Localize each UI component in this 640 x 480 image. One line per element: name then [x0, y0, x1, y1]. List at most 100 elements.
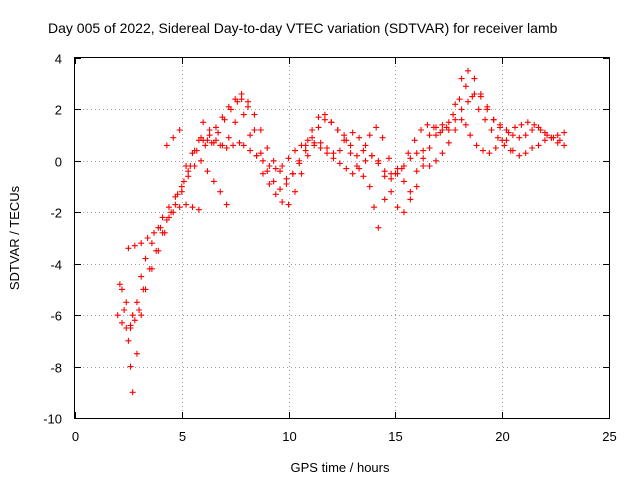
data-point-track-1	[133, 299, 140, 306]
data-point-track-2	[554, 139, 561, 146]
data-points	[114, 67, 568, 396]
data-point-track-6	[334, 127, 341, 133]
data-point-track-1	[129, 312, 136, 319]
y-tick-label: -10	[43, 412, 62, 427]
data-point-track-5	[381, 173, 388, 180]
data-point-track-5	[362, 142, 369, 149]
data-point-track-2	[138, 312, 145, 319]
x-tick-label: 25	[602, 429, 616, 444]
data-point-track-6	[289, 170, 296, 177]
data-point-track-6	[392, 170, 399, 177]
x-tick-label: 0	[72, 429, 79, 444]
data-point-track-2	[264, 145, 271, 151]
data-point-track-3	[223, 201, 230, 208]
data-point-track-5	[503, 137, 510, 144]
data-point-track-2	[245, 98, 252, 105]
data-point-track-2	[125, 337, 132, 344]
data-point-track-1	[486, 150, 493, 157]
data-point-track-5	[195, 137, 202, 144]
data-point-track-2	[212, 124, 219, 131]
data-point-track-1	[518, 121, 525, 128]
data-point-track-5	[343, 137, 350, 144]
data-point-track-4	[176, 204, 183, 211]
x-tick-label: 5	[179, 429, 186, 444]
data-point-track-5	[554, 132, 561, 139]
data-point-track-5	[170, 134, 177, 141]
data-point-track-2	[420, 163, 427, 169]
data-point-track-3	[185, 173, 192, 180]
data-point-track-1	[467, 132, 474, 139]
y-tick-label: 0	[55, 155, 62, 170]
axis-ticks: 0 5 10 15 20 25 -10 -8 -6 -4 -2 0 2 4	[43, 52, 617, 445]
data-point-track-1	[148, 240, 155, 247]
data-point-track-5	[279, 199, 286, 205]
data-point-track-5	[407, 188, 414, 195]
data-point-track-6	[206, 127, 213, 133]
data-point-track-1	[159, 214, 166, 221]
data-point-track-5	[439, 121, 446, 128]
data-point-track-5	[247, 132, 254, 139]
data-point-track-2	[315, 124, 322, 131]
data-point-track-6	[501, 142, 508, 149]
data-point-track-2	[522, 132, 529, 139]
data-point-track-2	[516, 134, 523, 141]
data-point-track-1	[324, 150, 331, 157]
data-point-track-6	[405, 150, 412, 157]
data-point-track-1	[413, 150, 420, 157]
data-point-track-2	[561, 142, 568, 149]
data-point-track-1	[349, 170, 356, 177]
data-point-track-6	[385, 155, 392, 162]
data-point-track-4	[138, 240, 145, 247]
data-point-track-6	[469, 93, 476, 100]
data-point-track-5	[368, 152, 375, 159]
data-point-track-2	[426, 145, 433, 151]
data-point-track-3	[136, 307, 143, 313]
data-point-track-5	[285, 201, 292, 208]
data-point-track-1	[458, 116, 465, 123]
data-point-track-1	[362, 157, 369, 164]
data-point-track-1	[138, 273, 145, 280]
data-point-track-6	[373, 124, 380, 131]
data-point-track-4	[189, 204, 196, 211]
data-point-track-5	[375, 160, 382, 167]
data-point-track-1	[123, 299, 130, 306]
data-point-track-1	[247, 147, 254, 154]
data-point-track-1	[230, 142, 237, 149]
data-point-track-6	[411, 137, 418, 144]
data-point-track-4	[195, 206, 202, 213]
y-axis-label: SDTVAR / TECUs	[7, 185, 22, 290]
data-point-track-1	[292, 147, 299, 154]
data-point-track-5	[266, 181, 273, 187]
data-point-track-5	[522, 150, 529, 157]
data-point-track-1	[524, 119, 531, 126]
data-point-track-5	[253, 152, 260, 159]
data-point-track-1	[272, 165, 279, 172]
data-point-track-5	[490, 116, 497, 123]
data-point-track-1	[381, 168, 388, 175]
data-point-track-1	[279, 163, 286, 169]
data-point-track-2	[121, 307, 128, 313]
data-point-track-6	[456, 96, 463, 103]
data-point-track-1	[432, 157, 439, 164]
data-point-track-5	[426, 132, 433, 139]
chart-title: Day 005 of 2022, Sidereal Day-to-day VTE…	[48, 20, 558, 36]
data-point-track-5	[163, 142, 170, 149]
data-point-track-6	[315, 114, 322, 121]
x-tick-label: 10	[282, 429, 296, 444]
x-tick-label: 20	[495, 429, 509, 444]
data-point-track-4	[157, 224, 164, 231]
data-point-track-5	[221, 116, 228, 123]
plot-frame	[74, 57, 610, 419]
data-point-track-3	[127, 322, 134, 329]
data-point-track-4	[144, 235, 151, 241]
data-point-track-5	[240, 111, 247, 118]
y-tick-label: -8	[50, 361, 62, 376]
data-point-track-2	[127, 363, 134, 370]
data-point-track-6	[430, 124, 437, 131]
data-point-track-5	[561, 129, 568, 136]
data-point-track-2	[471, 75, 478, 82]
data-point-track-6	[277, 186, 284, 193]
data-point-track-6	[200, 119, 207, 126]
data-point-track-2	[238, 91, 245, 97]
data-point-track-2	[206, 132, 213, 139]
